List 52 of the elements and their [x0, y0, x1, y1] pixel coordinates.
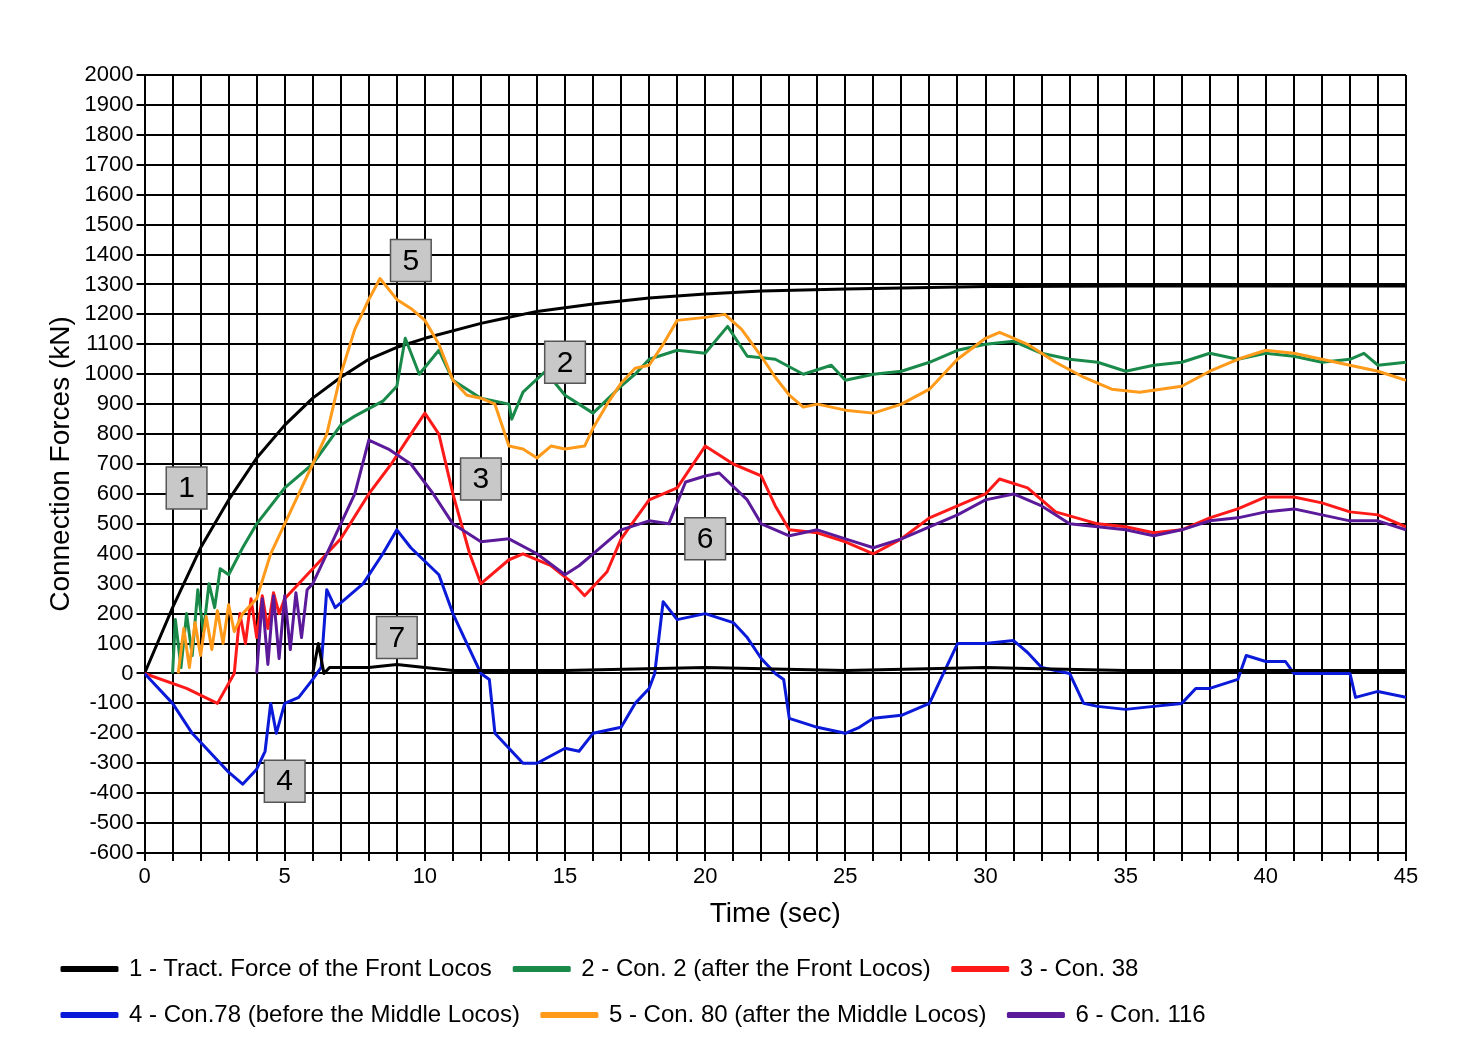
y-tick-label: 1000 [84, 360, 134, 386]
y-tick-label: -300 [89, 749, 134, 775]
y-axis-title: Connection Forces (kN) [43, 316, 75, 612]
y-tick-label: 1700 [84, 150, 134, 176]
y-tick-label: -400 [89, 779, 134, 805]
x-tick-label: 35 [1113, 863, 1138, 889]
y-tick-label: 600 [96, 479, 134, 505]
legend-label: 3 - Con. 38 [1019, 953, 1139, 981]
annotation: 3 [472, 461, 490, 495]
x-tick-label: 5 [278, 863, 291, 889]
y-tick-label: 1300 [84, 270, 134, 296]
y-tick-label: 1900 [84, 90, 134, 116]
legend-label: 5 - Con. 80 (after the Middle Locos) [608, 999, 987, 1027]
y-tick-label: 500 [96, 509, 134, 535]
y-tick-label: 400 [96, 539, 134, 565]
x-tick-label: 30 [973, 863, 998, 889]
y-tick-label: 700 [96, 450, 134, 476]
x-axis-title: Time (sec) [709, 896, 841, 928]
y-tick-label: 0 [121, 659, 134, 685]
x-tick-label: 40 [1253, 863, 1279, 889]
y-tick-label: 1500 [84, 210, 134, 236]
y-tick-label: -200 [89, 719, 134, 745]
x-tick-label: 20 [692, 863, 718, 889]
y-tick-label: 100 [96, 629, 134, 655]
x-tick-label: 10 [412, 863, 438, 889]
y-tick-label: 1200 [84, 300, 134, 326]
x-tick-label: 25 [833, 863, 858, 889]
y-tick-label: 300 [96, 569, 134, 595]
y-tick-label: -500 [89, 809, 134, 835]
y-tick-label: 200 [96, 599, 134, 625]
annotation: 4 [276, 763, 294, 797]
annotation: 7 [388, 619, 406, 653]
annotation: 2 [556, 344, 574, 378]
y-tick-label: 1800 [84, 120, 134, 146]
y-tick-label: 1100 [86, 330, 134, 356]
legend-label: 6 - Con. 116 [1075, 999, 1206, 1027]
annotation: 1 [178, 470, 195, 504]
y-tick-label: 1600 [84, 180, 134, 206]
legend-label: 4 - Con.78 (before the Middle Locos) [129, 999, 520, 1027]
x-tick-label: 15 [552, 863, 578, 889]
legend-label: 2 - Con. 2 (after the Front Locos) [581, 953, 931, 981]
y-tick-label: 2000 [84, 61, 134, 87]
y-tick-label: 1400 [84, 240, 134, 266]
y-tick-label: 800 [96, 420, 134, 446]
legend-label: 1 - Tract. Force of the Front Locos [129, 953, 492, 981]
y-tick-label: -600 [89, 839, 134, 865]
x-tick-label: 0 [138, 863, 151, 889]
annotation: 6 [696, 521, 714, 555]
y-tick-label: 900 [96, 390, 134, 416]
annotation: 5 [402, 242, 420, 276]
y-tick-label: -100 [89, 689, 134, 715]
x-tick-label: 45 [1393, 863, 1419, 889]
